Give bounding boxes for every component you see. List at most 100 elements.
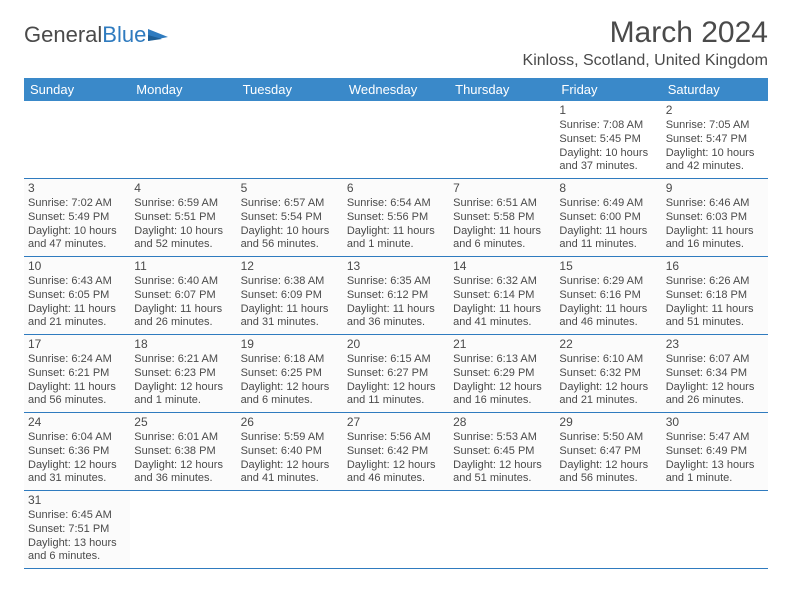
- day-sunrise: Sunrise: 6:04 AM: [28, 431, 126, 445]
- day-day2: and 46 minutes.: [559, 316, 657, 330]
- day-sunset: Sunset: 6:16 PM: [559, 289, 657, 303]
- day-number: 19: [241, 337, 339, 352]
- calendar-cell: 2Sunrise: 7:05 AMSunset: 5:47 PMDaylight…: [662, 101, 768, 179]
- day-sunrise: Sunrise: 6:51 AM: [453, 197, 551, 211]
- day-sunrise: Sunrise: 6:21 AM: [134, 353, 232, 367]
- day-day2: and 6 minutes.: [28, 550, 126, 564]
- day-sunset: Sunset: 6:40 PM: [241, 445, 339, 459]
- calendar-cell: [130, 491, 236, 569]
- day-day1: Daylight: 11 hours: [453, 225, 551, 239]
- day-sunset: Sunset: 5:58 PM: [453, 211, 551, 225]
- day-day1: Daylight: 11 hours: [241, 303, 339, 317]
- calendar-row: 10Sunrise: 6:43 AMSunset: 6:05 PMDayligh…: [24, 257, 768, 335]
- day-sunrise: Sunrise: 6:45 AM: [28, 509, 126, 523]
- day-sunset: Sunset: 6:32 PM: [559, 367, 657, 381]
- day-sunset: Sunset: 6:49 PM: [666, 445, 764, 459]
- day-sunset: Sunset: 5:49 PM: [28, 211, 126, 225]
- calendar-cell: 22Sunrise: 6:10 AMSunset: 6:32 PMDayligh…: [555, 335, 661, 413]
- calendar-cell: 25Sunrise: 6:01 AMSunset: 6:38 PMDayligh…: [130, 413, 236, 491]
- day-number: 17: [28, 337, 126, 352]
- day-number: 7: [453, 181, 551, 196]
- calendar-cell: 12Sunrise: 6:38 AMSunset: 6:09 PMDayligh…: [237, 257, 343, 335]
- calendar-row: 1Sunrise: 7:08 AMSunset: 5:45 PMDaylight…: [24, 101, 768, 179]
- calendar-cell: 23Sunrise: 6:07 AMSunset: 6:34 PMDayligh…: [662, 335, 768, 413]
- calendar-cell: [237, 491, 343, 569]
- day-sunrise: Sunrise: 6:38 AM: [241, 275, 339, 289]
- day-number: 21: [453, 337, 551, 352]
- day-sunrise: Sunrise: 6:01 AM: [134, 431, 232, 445]
- day-day2: and 56 minutes.: [559, 472, 657, 486]
- day-sunset: Sunset: 6:47 PM: [559, 445, 657, 459]
- day-day2: and 1 minute.: [666, 472, 764, 486]
- calendar-cell: 29Sunrise: 5:50 AMSunset: 6:47 PMDayligh…: [555, 413, 661, 491]
- calendar-cell: 7Sunrise: 6:51 AMSunset: 5:58 PMDaylight…: [449, 179, 555, 257]
- day-day1: Daylight: 11 hours: [347, 303, 445, 317]
- day-header: Thursday: [449, 78, 555, 101]
- calendar-cell: [130, 101, 236, 179]
- day-sunrise: Sunrise: 6:24 AM: [28, 353, 126, 367]
- calendar-cell: 13Sunrise: 6:35 AMSunset: 6:12 PMDayligh…: [343, 257, 449, 335]
- day-day2: and 36 minutes.: [134, 472, 232, 486]
- calendar-cell: 14Sunrise: 6:32 AMSunset: 6:14 PMDayligh…: [449, 257, 555, 335]
- day-sunset: Sunset: 5:45 PM: [559, 133, 657, 147]
- brand-name-2: Blue: [102, 22, 146, 48]
- day-day2: and 37 minutes.: [559, 160, 657, 174]
- day-number: 1: [559, 103, 657, 118]
- day-sunset: Sunset: 6:36 PM: [28, 445, 126, 459]
- day-day1: Daylight: 10 hours: [559, 147, 657, 161]
- day-number: 23: [666, 337, 764, 352]
- day-day1: Daylight: 10 hours: [241, 225, 339, 239]
- calendar-cell: 18Sunrise: 6:21 AMSunset: 6:23 PMDayligh…: [130, 335, 236, 413]
- calendar-cell: 17Sunrise: 6:24 AMSunset: 6:21 PMDayligh…: [24, 335, 130, 413]
- day-sunset: Sunset: 6:34 PM: [666, 367, 764, 381]
- brand-name-1: General: [24, 22, 102, 48]
- day-number: 14: [453, 259, 551, 274]
- calendar-cell: 28Sunrise: 5:53 AMSunset: 6:45 PMDayligh…: [449, 413, 555, 491]
- location-subtitle: Kinloss, Scotland, United Kingdom: [523, 52, 768, 70]
- day-number: 28: [453, 415, 551, 430]
- day-day2: and 1 minute.: [134, 394, 232, 408]
- calendar-cell: 30Sunrise: 5:47 AMSunset: 6:49 PMDayligh…: [662, 413, 768, 491]
- day-header: Sunday: [24, 78, 130, 101]
- day-sunset: Sunset: 6:23 PM: [134, 367, 232, 381]
- day-day1: Daylight: 11 hours: [347, 225, 445, 239]
- calendar-body: 1Sunrise: 7:08 AMSunset: 5:45 PMDaylight…: [24, 101, 768, 569]
- day-day1: Daylight: 12 hours: [453, 381, 551, 395]
- day-header: Tuesday: [237, 78, 343, 101]
- calendar-cell: 1Sunrise: 7:08 AMSunset: 5:45 PMDaylight…: [555, 101, 661, 179]
- day-number: 8: [559, 181, 657, 196]
- day-day2: and 56 minutes.: [241, 238, 339, 252]
- day-number: 22: [559, 337, 657, 352]
- calendar-cell: 6Sunrise: 6:54 AMSunset: 5:56 PMDaylight…: [343, 179, 449, 257]
- calendar-row: 24Sunrise: 6:04 AMSunset: 6:36 PMDayligh…: [24, 413, 768, 491]
- day-day2: and 56 minutes.: [28, 394, 126, 408]
- calendar-table: Sunday Monday Tuesday Wednesday Thursday…: [24, 78, 768, 569]
- day-day1: Daylight: 12 hours: [347, 381, 445, 395]
- day-header: Wednesday: [343, 78, 449, 101]
- day-number: 10: [28, 259, 126, 274]
- day-day1: Daylight: 13 hours: [28, 537, 126, 551]
- day-number: 6: [347, 181, 445, 196]
- day-day2: and 42 minutes.: [666, 160, 764, 174]
- day-sunset: Sunset: 6:03 PM: [666, 211, 764, 225]
- day-sunset: Sunset: 6:21 PM: [28, 367, 126, 381]
- day-number: 20: [347, 337, 445, 352]
- day-sunrise: Sunrise: 6:26 AM: [666, 275, 764, 289]
- day-day2: and 6 minutes.: [453, 238, 551, 252]
- day-day1: Daylight: 11 hours: [134, 303, 232, 317]
- day-sunset: Sunset: 6:45 PM: [453, 445, 551, 459]
- calendar-cell: 24Sunrise: 6:04 AMSunset: 6:36 PMDayligh…: [24, 413, 130, 491]
- day-day1: Daylight: 10 hours: [134, 225, 232, 239]
- day-day2: and 11 minutes.: [347, 394, 445, 408]
- day-number: 31: [28, 493, 126, 508]
- calendar-cell: 11Sunrise: 6:40 AMSunset: 6:07 PMDayligh…: [130, 257, 236, 335]
- day-sunrise: Sunrise: 6:07 AM: [666, 353, 764, 367]
- day-day1: Daylight: 11 hours: [559, 303, 657, 317]
- day-number: 4: [134, 181, 232, 196]
- day-sunset: Sunset: 6:09 PM: [241, 289, 339, 303]
- calendar-cell: 27Sunrise: 5:56 AMSunset: 6:42 PMDayligh…: [343, 413, 449, 491]
- day-sunset: Sunset: 6:14 PM: [453, 289, 551, 303]
- day-day2: and 46 minutes.: [347, 472, 445, 486]
- day-day1: Daylight: 12 hours: [28, 459, 126, 473]
- day-day1: Daylight: 11 hours: [666, 225, 764, 239]
